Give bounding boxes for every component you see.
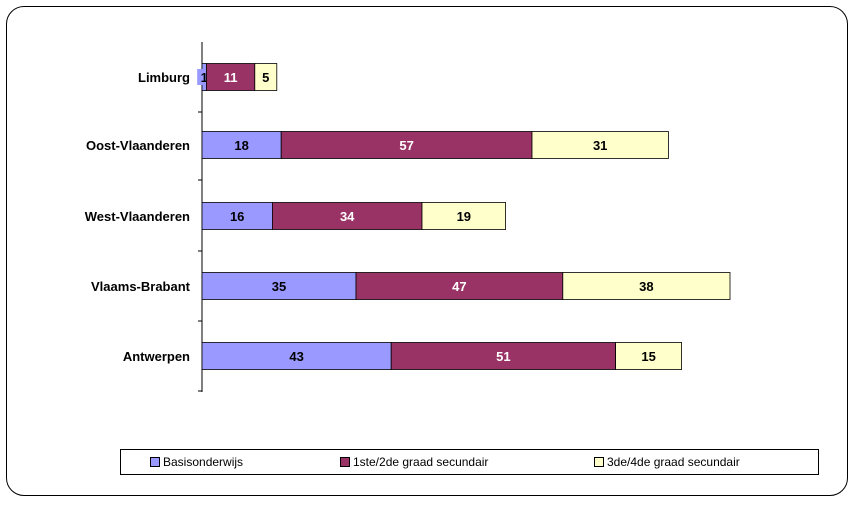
data-label: 18: [234, 138, 248, 153]
data-label: 11: [224, 70, 238, 85]
data-label-bg: [635, 278, 658, 294]
data-label-bg: [448, 278, 471, 294]
data-label-bg: [589, 137, 612, 153]
chart-frame: [6, 6, 848, 496]
category-label: Antwerpen: [123, 349, 190, 364]
category-label: Vlaams-Brabant: [91, 279, 191, 294]
data-label: 5: [262, 70, 269, 85]
data-label: 15: [641, 349, 655, 364]
data-label: 34: [340, 209, 355, 224]
data-label-bg: [258, 69, 273, 85]
legend-swatch-1ste-2de-graad: [340, 457, 350, 467]
legend-label-3de-4de-graad: 3de/4de graad secundair: [607, 455, 740, 469]
legend-item-basisonderwijs: Basisonderwijs: [150, 455, 243, 469]
data-label: 16: [230, 209, 244, 224]
data-label-bg: [219, 69, 242, 85]
data-label-bg: [637, 348, 660, 364]
category-label: Oost-Vlaanderen: [86, 138, 190, 153]
legend-swatch-basisonderwijs: [150, 457, 160, 467]
data-label: 38: [639, 279, 653, 294]
legend-item-1ste-2de-graad: 1ste/2de graad secundair: [340, 455, 488, 469]
data-label: 43: [289, 349, 303, 364]
data-label: 31: [593, 138, 607, 153]
data-label-bg: [226, 208, 249, 224]
chart-legend: Basisonderwijs 1ste/2de graad secundair …: [120, 449, 819, 475]
data-label-bg: [452, 208, 475, 224]
data-label: 47: [452, 279, 466, 294]
category-label: West-Vlaanderen: [85, 209, 190, 224]
data-label-bg: [268, 278, 290, 294]
category-label: Limburg: [138, 70, 190, 85]
data-label: 51: [496, 349, 510, 364]
data-label-bg: [492, 348, 515, 364]
data-label: 1: [201, 70, 208, 85]
legend-item-3de-4de-graad: 3de/4de graad secundair: [594, 455, 740, 469]
data-label: 35: [272, 279, 286, 294]
legend-label-basisonderwijs: Basisonderwijs: [163, 455, 244, 469]
data-label-bg: [336, 208, 359, 224]
data-label-bg: [285, 348, 308, 364]
legend-label-1ste-2de-graad: 1ste/2de graad secundair: [353, 455, 489, 469]
data-label: 57: [399, 138, 413, 153]
data-label-bg: [230, 137, 253, 153]
data-label-bg: [395, 137, 418, 153]
legend-swatch-3de-4de-graad: [594, 457, 604, 467]
data-label: 19: [457, 209, 471, 224]
